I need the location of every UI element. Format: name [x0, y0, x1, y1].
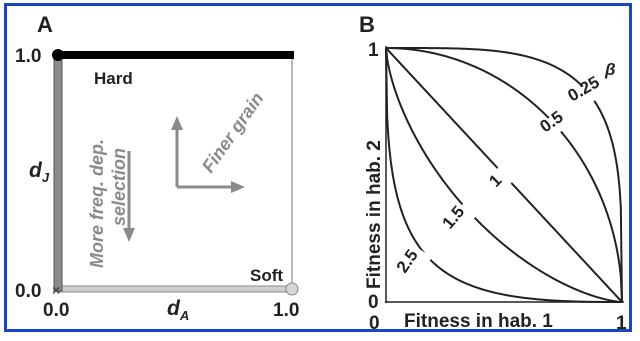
- soft-line: [57, 285, 293, 293]
- beta-symbol: β: [604, 60, 616, 79]
- soft-endpoint-marker: [285, 282, 299, 296]
- curve-beta-1-5: [385, 47, 623, 303]
- selection-label-line2: selection: [109, 148, 129, 226]
- panel-b-y-tick-bottom: 0: [368, 292, 379, 313]
- panel-a: A × 1.0 0.0 0.0 1.0 dA dJ Hard Soft Fi: [15, 12, 299, 323]
- selection-label-line1: More freq. dep.: [87, 139, 107, 268]
- hard-endpoint-marker: [52, 49, 64, 61]
- panel-b: B 1 0 0 1 Fitness in hab. 1 Fitness in h…: [359, 12, 627, 334]
- soft-label: Soft: [250, 266, 283, 285]
- panel-b-x-tick-left: 0: [369, 313, 380, 329]
- panel-a-y-tick-bottom: 0.0: [15, 281, 41, 302]
- panel-a-y-label: dJ: [29, 159, 50, 185]
- curve-beta-0-25: [386, 47, 623, 303]
- curve-label-1-5: 1.5: [439, 202, 478, 235]
- figure-frame: A × 1.0 0.0 0.0 1.0 dA dJ Hard Soft Fi: [4, 3, 632, 334]
- panel-a-letter: A: [37, 12, 53, 37]
- panel-b-y-tick-top: 1: [368, 40, 379, 61]
- curve-label-1: 1: [485, 166, 514, 192]
- hard-label: Hard: [94, 69, 133, 88]
- left-axis-bar: [53, 54, 63, 292]
- finer-grain-arrows: [171, 116, 245, 193]
- panel-b-letter: B: [359, 12, 375, 37]
- panel-b-y-label: Fitness in hab. 2: [364, 140, 385, 289]
- curve-label-0-25: 0.25: [565, 72, 609, 111]
- panel-a-x-label: dA: [167, 297, 189, 323]
- panel-b-x-label: Fitness in hab. 1: [404, 311, 553, 329]
- hard-line: [58, 51, 294, 59]
- figure-canvas: A × 1.0 0.0 0.0 1.0 dA dJ Hard Soft Fi: [15, 12, 627, 334]
- curve-label-2-5: 2.5: [393, 246, 432, 279]
- panel-a-y-tick-top: 1.0: [15, 46, 41, 67]
- selection-arrow: [123, 151, 135, 242]
- panel-a-x-tick-left: 0.0: [43, 300, 69, 321]
- panel-b-x-tick-right: 1: [616, 313, 627, 329]
- finer-grain-label: Finer grain: [198, 89, 268, 177]
- curve-beta-0-5: [386, 47, 623, 303]
- origin-mark: ×: [52, 282, 60, 298]
- panel-a-x-tick-right: 1.0: [273, 300, 299, 321]
